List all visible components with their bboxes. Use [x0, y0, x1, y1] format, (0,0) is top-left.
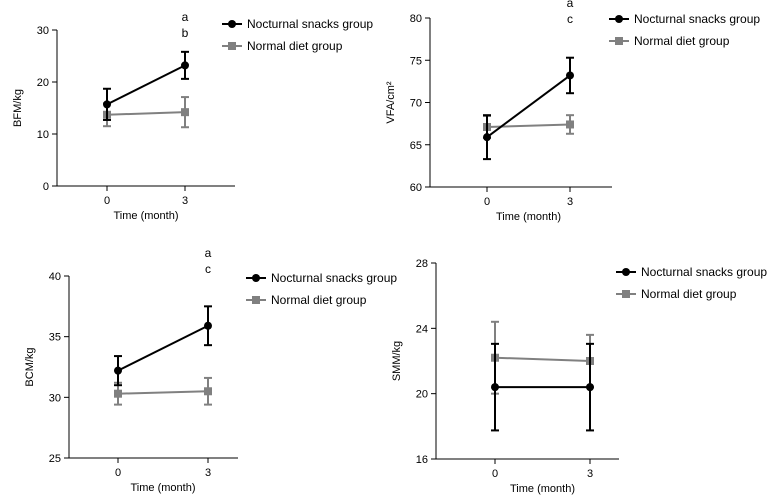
y-tick-label: 24: [416, 323, 428, 335]
y-axis-label: SMM/kg: [391, 341, 403, 381]
legend: Nocturnal snacks group Normal diet group: [609, 12, 760, 48]
y-tick-label: 65: [410, 140, 422, 152]
panel-vfa: 60 65 70 75 80 0 3 Time (month) VFA/cm² ac Nocturn…: [385, 0, 760, 223]
y-tick-label: 80: [410, 13, 422, 25]
data-point: [491, 383, 499, 392]
y-tick-label: 75: [410, 55, 422, 67]
y-tick-label: 70: [410, 98, 422, 110]
legend-label: Nocturnal snacks group: [247, 17, 373, 31]
x-tick-label: 0: [115, 467, 121, 479]
legend: Nocturnal snacks group Normal diet group: [246, 271, 397, 307]
series-normal: [103, 96, 189, 129]
legend-label: Nocturnal snacks group: [641, 265, 767, 279]
y-tick-label: 20: [416, 389, 428, 401]
y-tick-label: 35: [49, 332, 61, 344]
series-line: [106, 64, 186, 106]
legend-label: Normal diet group: [271, 293, 367, 307]
legend: Nocturnal snacks group Normal diet group: [222, 17, 373, 53]
legend: Nocturnal snacks group Normal diet group: [616, 265, 767, 301]
legend-marker: [615, 15, 623, 23]
data-point: [114, 389, 122, 398]
significance-annotation: a: [182, 10, 189, 24]
series-normal: [483, 114, 574, 139]
x-tick-label: 0: [492, 468, 498, 480]
x-tick-label: 0: [484, 196, 490, 208]
series-nocturnal: [483, 56, 574, 161]
series-nocturnal: [114, 305, 212, 387]
series-line: [486, 74, 571, 138]
panel-smm: 16 20 24 28 0 3 Time (month) SMM/kg Nocturnal sn…: [391, 258, 767, 495]
legend-marker: [615, 37, 623, 45]
x-tick-label: 3: [205, 467, 211, 479]
y-tick-label: 28: [416, 258, 428, 270]
y-tick-label: 30: [37, 25, 49, 37]
y-tick-label: 40: [49, 271, 61, 283]
x-axis-label: Time (month): [496, 211, 561, 223]
panel-bcm: 25 30 35 40 0 3 Time (month) BCM/kg ac Nocturnal …: [24, 246, 397, 494]
significance-annotation: a: [567, 0, 574, 10]
legend-marker: [622, 268, 630, 276]
series-line: [117, 324, 209, 372]
y-tick-label: 20: [37, 77, 49, 89]
y-tick-label: 0: [43, 181, 49, 193]
legend-label: Normal diet group: [641, 287, 737, 301]
data-point: [103, 100, 111, 109]
series-normal: [114, 376, 212, 406]
x-axis-label: Time (month): [510, 483, 575, 495]
data-point: [204, 387, 212, 396]
y-tick-label: 16: [416, 454, 428, 466]
legend-marker: [228, 42, 236, 50]
series-line: [106, 111, 186, 116]
series-nocturnal: [103, 50, 189, 121]
data-point: [566, 71, 574, 80]
x-tick-label: 3: [567, 196, 573, 208]
data-point: [586, 383, 594, 392]
series-line: [494, 356, 591, 362]
data-point: [483, 133, 491, 142]
series-line: [486, 123, 571, 129]
data-point: [181, 61, 189, 70]
significance-annotation: b: [182, 26, 189, 40]
series-normal: [491, 320, 594, 395]
y-tick-label: 10: [37, 129, 49, 141]
legend-marker: [252, 296, 260, 304]
legend-marker: [622, 290, 630, 298]
y-tick-label: 25: [49, 453, 61, 465]
series-nocturnal: [491, 342, 594, 432]
x-tick-label: 3: [182, 195, 188, 207]
legend-label: Normal diet group: [634, 34, 730, 48]
significance-annotation: a: [205, 246, 212, 260]
y-axis-label: VFA/cm²: [385, 81, 397, 124]
y-tick-label: 60: [410, 182, 422, 194]
legend-marker: [228, 20, 236, 28]
significance-annotation: c: [567, 12, 573, 26]
data-point: [114, 366, 122, 375]
significance-annotation: c: [205, 262, 211, 276]
data-point: [566, 120, 574, 129]
y-tick-label: 30: [49, 392, 61, 404]
data-point: [181, 108, 189, 117]
legend-label: Nocturnal snacks group: [634, 12, 760, 26]
x-axis-label: Time (month): [114, 210, 179, 222]
y-axis-label: BCM/kg: [24, 347, 36, 386]
data-point: [204, 321, 212, 330]
legend-label: Normal diet group: [247, 39, 343, 53]
legend-label: Nocturnal snacks group: [271, 271, 397, 285]
x-tick-label: 3: [587, 468, 593, 480]
series-line: [117, 390, 209, 395]
y-axis-label: BFM/kg: [12, 89, 24, 127]
x-axis-label: Time (month): [131, 482, 196, 494]
legend-marker: [252, 274, 260, 282]
x-tick-label: 0: [104, 195, 110, 207]
